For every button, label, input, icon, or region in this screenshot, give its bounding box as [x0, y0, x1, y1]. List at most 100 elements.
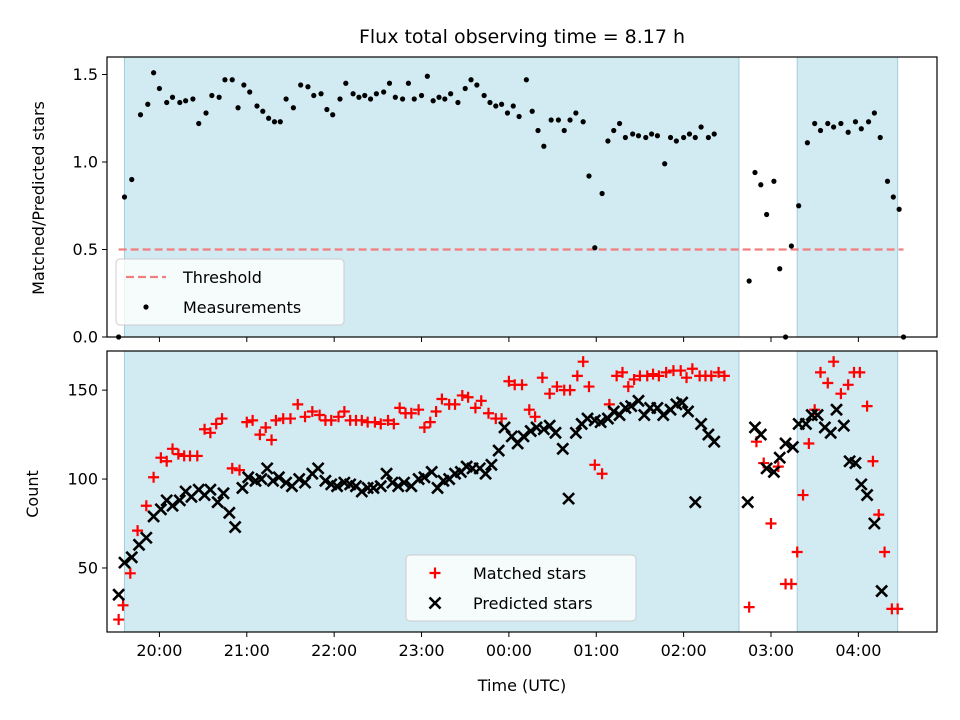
- data-point-1-41: [374, 479, 388, 493]
- data-point-0-48: [424, 416, 436, 428]
- bottom-ytick-label-1: 100: [67, 470, 98, 489]
- data-point-0-46: [411, 96, 417, 102]
- data-point-0-0: [113, 614, 125, 626]
- data-point-0-77: [605, 138, 611, 144]
- xtick-label-6: 02:00: [661, 641, 707, 660]
- data-point-0-97: [758, 182, 764, 188]
- data-point-1-45: [397, 476, 411, 490]
- data-point-1-49: [425, 465, 439, 479]
- data-point-1-71: [562, 492, 576, 506]
- data-point-0-70: [561, 127, 567, 134]
- data-point-0-62: [510, 103, 516, 109]
- data-point-0-14: [209, 92, 215, 99]
- data-point-1-112: [849, 456, 862, 470]
- data-point-0-71: [577, 356, 589, 368]
- data-point-0-111: [852, 119, 859, 125]
- data-point-1-108: [824, 426, 838, 440]
- data-point-0-10: [183, 98, 189, 104]
- data-point-0-103: [803, 437, 815, 449]
- data-point-0-83: [643, 134, 649, 141]
- data-point-0-78: [611, 127, 617, 134]
- data-point-0-105: [812, 120, 818, 127]
- data-point-0-80: [622, 134, 628, 141]
- data-point-0-113: [867, 455, 879, 467]
- data-point-0-12: [196, 120, 202, 127]
- data-point-0-96: [752, 169, 758, 176]
- data-point-0-87: [681, 372, 693, 384]
- data-point-0-64: [529, 411, 541, 423]
- data-point-0-68: [548, 117, 554, 123]
- data-point-1-86: [656, 408, 670, 422]
- data-point-0-100: [785, 578, 797, 590]
- data-point-0-49: [430, 405, 442, 417]
- data-point-0-51: [442, 96, 448, 102]
- bottom-shaded-interval-1: [796, 350, 899, 633]
- data-point-1-98: [760, 461, 774, 475]
- data-point-1-25: [272, 470, 286, 484]
- data-point-1-99: [767, 465, 781, 479]
- data-point-0-111: [854, 366, 866, 378]
- data-point-0-106: [817, 127, 824, 134]
- data-point-0-41: [381, 89, 387, 95]
- data-point-0-2: [124, 567, 136, 579]
- data-point-1-89: [675, 396, 689, 409]
- data-point-0-72: [583, 381, 595, 393]
- data-point-1-106: [811, 408, 825, 422]
- data-point-1-81: [624, 399, 638, 413]
- data-point-1-101: [779, 437, 792, 450]
- data-point-0-6: [156, 85, 163, 92]
- data-point-1-94: [707, 435, 721, 449]
- data-point-0-19: [241, 82, 247, 88]
- data-point-0-93: [718, 370, 730, 382]
- data-point-0-16: [216, 413, 228, 425]
- data-point-0-11: [190, 96, 196, 102]
- data-point-0-1: [121, 194, 128, 200]
- data-point-1-95: [741, 495, 755, 509]
- data-point-0-1: [117, 599, 129, 611]
- top-series-measurements: [116, 70, 907, 340]
- data-point-0-92: [713, 366, 725, 378]
- data-point-0-35: [343, 80, 349, 86]
- data-point-0-38: [362, 92, 368, 99]
- data-point-0-102: [797, 489, 809, 501]
- data-point-0-105: [815, 366, 827, 378]
- data-point-1-34: [330, 479, 344, 493]
- data-point-1-20: [241, 470, 255, 484]
- data-point-0-24: [271, 119, 278, 125]
- data-point-0-44: [399, 96, 406, 102]
- data-point-0-88: [686, 363, 698, 375]
- data-point-1-14: [203, 483, 217, 497]
- data-point-0-70: [571, 370, 583, 382]
- data-point-0-94: [743, 601, 755, 613]
- legend-measurements-swatch: [143, 304, 149, 310]
- data-point-0-117: [890, 194, 896, 200]
- data-point-0-32: [324, 106, 330, 113]
- data-point-0-66: [544, 388, 556, 400]
- data-point-0-21: [254, 429, 266, 441]
- data-point-0-63: [516, 113, 522, 120]
- data-point-0-49: [430, 98, 436, 104]
- data-point-1-115: [867, 517, 881, 530]
- data-point-0-67: [541, 143, 547, 149]
- data-point-0-34: [337, 96, 343, 102]
- data-point-0-73: [580, 119, 586, 125]
- data-point-0-89: [681, 134, 687, 141]
- data-point-0-53: [456, 389, 468, 401]
- data-point-0-46: [413, 404, 425, 416]
- data-point-0-55: [468, 77, 474, 83]
- data-point-1-67: [537, 422, 551, 436]
- data-point-0-41: [382, 414, 394, 426]
- data-point-1-72: [569, 426, 583, 440]
- data-point-0-22: [260, 108, 266, 114]
- data-point-0-82: [647, 368, 659, 380]
- data-point-0-5: [148, 471, 160, 483]
- data-point-0-34: [338, 405, 350, 417]
- data-point-0-26: [283, 96, 289, 102]
- data-point-1-109: [830, 403, 843, 417]
- data-point-0-114: [871, 110, 877, 116]
- data-point-0-45: [405, 407, 417, 419]
- data-point-1-17: [222, 506, 236, 520]
- bottom-ytick-label-0: 50: [78, 558, 98, 577]
- data-point-0-20: [247, 414, 259, 426]
- data-point-1-92: [694, 417, 708, 431]
